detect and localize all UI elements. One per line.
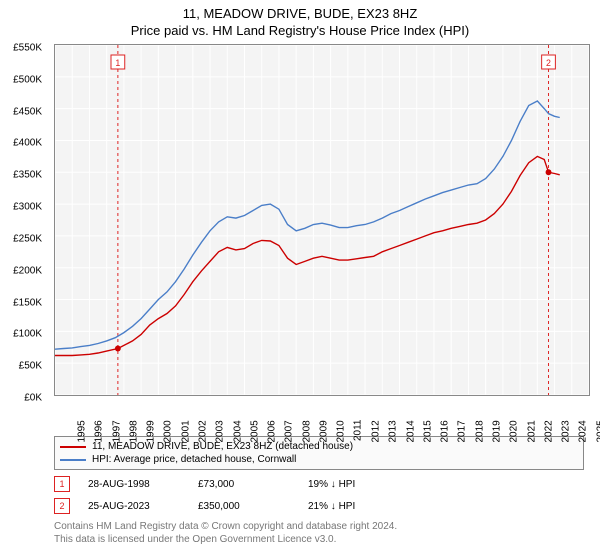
x-tick-label: 2000 — [163, 420, 174, 442]
x-tick-label: 2006 — [266, 420, 277, 442]
x-tick-label: 2007 — [284, 420, 295, 442]
sale-date: 28-AUG-1998 — [88, 479, 180, 490]
legend-item: HPI: Average price, detached house, Corn… — [60, 453, 578, 466]
x-tick-label: 2022 — [543, 420, 554, 442]
sale-price: £73,000 — [198, 479, 290, 490]
x-tick-label: 1998 — [128, 420, 139, 442]
chart-subtitle: Price paid vs. HM Land Registry's House … — [8, 23, 592, 38]
y-tick-label: £200K — [13, 265, 42, 276]
license-text: Contains HM Land Registry data © Crown c… — [54, 520, 584, 546]
x-tick-label: 1997 — [111, 420, 122, 442]
x-tick-label: 1996 — [94, 420, 105, 442]
x-tick-label: 2024 — [578, 420, 589, 442]
x-tick-label: 1995 — [76, 420, 87, 442]
sale-row: 2 25-AUG-2023 £350,000 21% ↓ HPI — [54, 498, 584, 514]
y-tick-label: £350K — [13, 170, 42, 181]
y-axis-labels: £0K£50K£100K£150K£200K£250K£300K£350K£40… — [0, 48, 44, 398]
y-tick-label: £150K — [13, 297, 42, 308]
x-tick-label: 2021 — [526, 420, 537, 442]
x-tick-label: 2012 — [370, 420, 381, 442]
y-tick-label: £250K — [13, 233, 42, 244]
y-tick-label: £550K — [13, 43, 42, 54]
sale-row: 1 28-AUG-1998 £73,000 19% ↓ HPI — [54, 476, 584, 492]
x-tick-label: 2014 — [405, 420, 416, 442]
sale-marker-box: 2 — [54, 498, 70, 514]
sale-date: 25-AUG-2023 — [88, 501, 180, 512]
y-tick-label: £100K — [13, 329, 42, 340]
x-tick-label: 1999 — [145, 420, 156, 442]
legend-swatch — [60, 446, 86, 448]
x-tick-label: 2004 — [232, 420, 243, 442]
sale-marker-box: 1 — [54, 476, 70, 492]
chart-area: 12 — [54, 44, 590, 396]
x-tick-label: 2011 — [352, 420, 363, 442]
x-tick-label: 2015 — [422, 420, 433, 442]
x-tick-label: 2010 — [336, 420, 347, 442]
x-tick-label: 2019 — [491, 420, 502, 442]
x-tick-label: 2002 — [197, 420, 208, 442]
sale-vs-hpi: 21% ↓ HPI — [308, 501, 400, 512]
y-tick-label: £400K — [13, 138, 42, 149]
x-tick-label: 2009 — [318, 420, 329, 442]
legend-label: HPI: Average price, detached house, Corn… — [92, 454, 296, 465]
x-axis-labels: 1995199619971998199920002001200220032004… — [54, 396, 590, 432]
x-tick-label: 2003 — [215, 420, 226, 442]
sale-vs-hpi: 19% ↓ HPI — [308, 479, 400, 490]
x-tick-label: 2017 — [457, 420, 468, 442]
x-tick-label: 2018 — [474, 420, 485, 442]
x-tick-label: 2016 — [439, 420, 450, 442]
x-tick-label: 2023 — [560, 420, 571, 442]
legend-label: 11, MEADOW DRIVE, BUDE, EX23 8HZ (detach… — [92, 441, 353, 452]
x-tick-label: 2008 — [301, 420, 312, 442]
sales-rows: 1 28-AUG-1998 £73,000 19% ↓ HPI 2 25-AUG-2023… — [54, 476, 584, 514]
y-tick-label: £50K — [19, 361, 42, 372]
y-tick-label: £450K — [13, 106, 42, 117]
chart-title: 11, MEADOW DRIVE, BUDE, EX23 8HZ — [8, 6, 592, 21]
legend-swatch — [60, 459, 86, 461]
sale-price: £350,000 — [198, 501, 290, 512]
x-tick-label: 2013 — [387, 420, 398, 442]
svg-text:2: 2 — [546, 58, 551, 68]
x-tick-label: 2001 — [180, 420, 191, 442]
x-tick-label: 2005 — [249, 420, 260, 442]
y-tick-label: £500K — [13, 74, 42, 85]
x-tick-label: 2020 — [509, 420, 520, 442]
chart-svg: 12 — [55, 45, 589, 395]
y-tick-label: £300K — [13, 202, 42, 213]
svg-text:1: 1 — [115, 58, 120, 68]
x-tick-label: 2025 — [595, 420, 600, 442]
y-tick-label: £0K — [24, 393, 42, 404]
